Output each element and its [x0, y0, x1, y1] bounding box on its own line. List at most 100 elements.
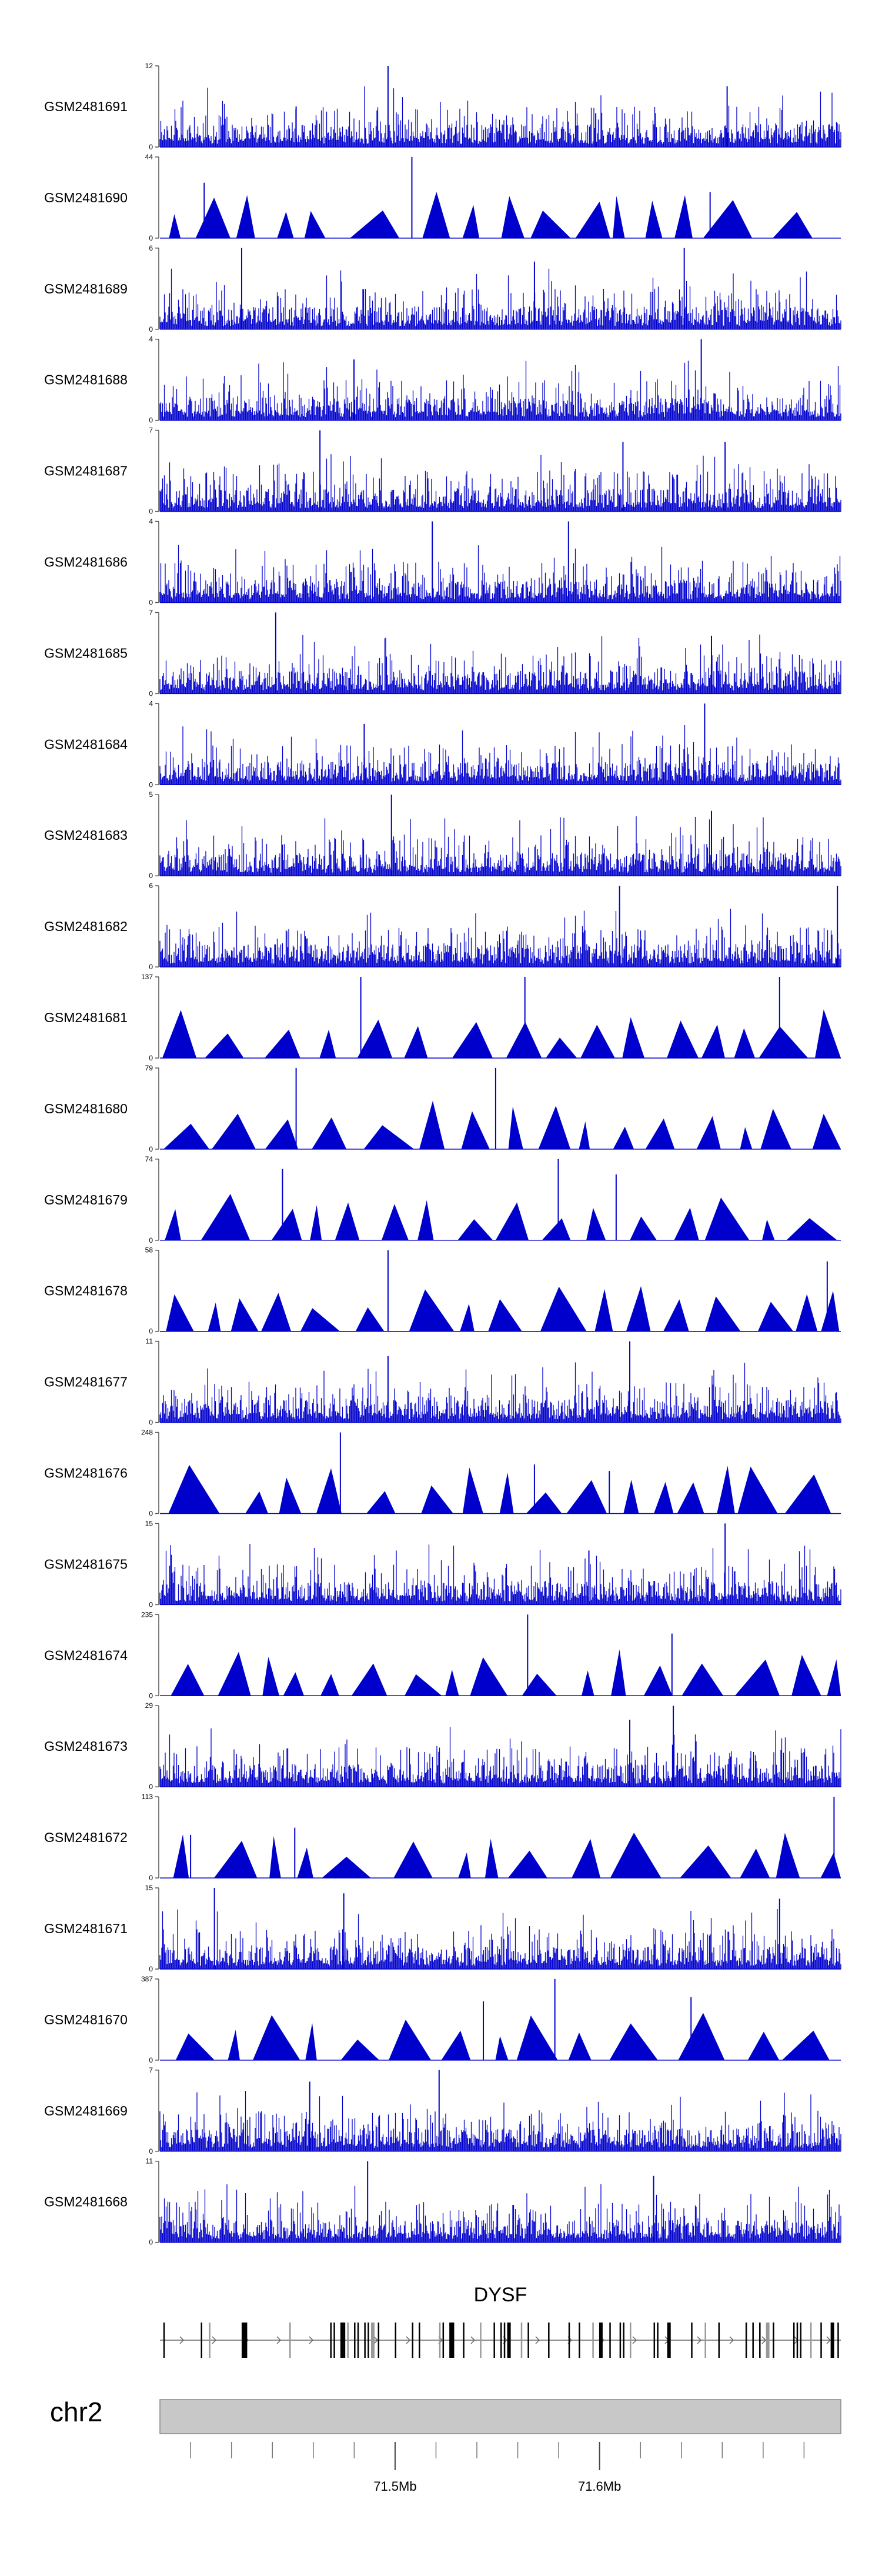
signal-area — [501, 196, 524, 238]
exon — [837, 2323, 839, 2358]
signal-area — [470, 1657, 508, 1696]
signal-area — [740, 1848, 770, 1878]
signal-area — [159, 909, 841, 967]
track-label: GSM2481675 — [44, 1556, 128, 1571]
chromosome-ideogram: chr2 — [50, 2397, 841, 2434]
signal-area — [366, 1491, 396, 1514]
signal-area — [737, 1466, 778, 1514]
signal-area — [782, 2030, 830, 2060]
exon — [442, 2323, 445, 2358]
y-min-label: 0 — [149, 1145, 153, 1153]
signal-tracks: GSM2481691120GSM2481690440GSM248168960GS… — [44, 62, 841, 2247]
y-max-label: 15 — [145, 1884, 153, 1892]
signal-area — [575, 201, 610, 238]
signal-area — [579, 1121, 590, 1149]
exon — [592, 2323, 594, 2358]
track-GSM2481670: GSM2481670 387 0 — [44, 1975, 841, 2064]
track-label: GSM2481686 — [44, 555, 128, 570]
y-min-label: 0 — [149, 780, 153, 789]
signal-area — [245, 1491, 268, 1514]
signal-area — [404, 1026, 428, 1058]
track-label: GSM2481690 — [44, 190, 128, 205]
exon — [377, 2323, 380, 2358]
track-GSM2481668: GSM2481668 11 0 — [44, 2157, 841, 2247]
signal-area — [572, 1838, 601, 1878]
exon — [289, 2323, 291, 2358]
y-max-label: 74 — [145, 1155, 153, 1163]
track-GSM2481686: GSM2481686 4 0 — [44, 518, 841, 607]
track-GSM2481682: GSM2481682 6 0 — [44, 882, 841, 971]
y-min-label: 0 — [149, 1510, 153, 1518]
track-label: GSM2481691 — [44, 99, 128, 114]
exon — [493, 2323, 495, 2358]
signal-area — [508, 1850, 547, 1878]
signal-area — [458, 1852, 471, 1878]
signal-area — [305, 2023, 317, 2060]
track-label: GSM2481682 — [44, 919, 128, 934]
signal-area — [542, 1218, 571, 1240]
signal-area — [677, 1482, 704, 1514]
strand-arrow — [309, 2336, 314, 2344]
signal-area — [530, 211, 571, 238]
track-GSM2481679: GSM2481679 74 0 — [44, 1155, 841, 1244]
track-label: GSM2481674 — [44, 1647, 128, 1663]
exon — [667, 2323, 671, 2358]
exon — [243, 2323, 245, 2358]
signal-area — [786, 1218, 837, 1240]
signal-area — [310, 1205, 322, 1240]
exon — [548, 2323, 550, 2358]
track-label: GSM2481679 — [44, 1192, 128, 1207]
exon — [503, 2323, 506, 2358]
signal-area — [613, 1126, 634, 1149]
y-max-label: 137 — [141, 973, 153, 981]
exon — [793, 2323, 795, 2358]
track-GSM2481691: GSM2481691 12 0 — [44, 62, 841, 151]
signal-area — [815, 1009, 841, 1058]
exon — [347, 2323, 349, 2358]
track-GSM2481685: GSM2481685 7 0 — [44, 608, 841, 698]
signal-area — [417, 1200, 434, 1240]
signal-area — [499, 1472, 514, 1514]
signal-area — [812, 1113, 841, 1149]
y-max-label: 15 — [145, 1519, 153, 1527]
y-max-label: 387 — [141, 1975, 153, 1983]
y-max-label: 12 — [145, 62, 153, 70]
strand-arrow — [535, 2336, 540, 2344]
track-GSM2481680: GSM2481680 79 0 — [44, 1064, 841, 1153]
signal-area — [546, 1037, 577, 1058]
track-label: GSM2481680 — [44, 1101, 128, 1116]
signal-area — [623, 1480, 639, 1514]
signal-area — [445, 1670, 459, 1696]
y-max-label: 7 — [149, 2066, 153, 2074]
exon — [368, 2323, 369, 2358]
track-label: GSM2481688 — [44, 372, 128, 388]
signal-area — [610, 1833, 662, 1878]
exon — [718, 2323, 720, 2358]
signal-area — [208, 1302, 221, 1332]
strand-arrow — [470, 2336, 476, 2344]
signal-area — [678, 2013, 725, 2060]
signal-area — [228, 2030, 240, 2060]
exon — [480, 2323, 482, 2358]
signal-area — [253, 2015, 300, 2060]
signal-area — [159, 634, 841, 694]
signal-area — [163, 1123, 209, 1149]
signal-area — [269, 1836, 281, 1878]
y-max-label: 4 — [149, 518, 153, 526]
signal-area — [457, 1219, 493, 1240]
exon — [244, 2323, 246, 2358]
strand-arrow — [406, 2336, 411, 2344]
signal-area — [461, 1111, 490, 1149]
signal-area — [159, 454, 841, 512]
strand-arrow — [826, 2336, 831, 2344]
track-label: GSM2481685 — [44, 645, 128, 660]
signal-area — [159, 1362, 841, 1423]
signal-area — [159, 2091, 841, 2151]
exon — [395, 2323, 397, 2358]
signal-area — [681, 1663, 724, 1696]
signal-area — [626, 1286, 651, 1332]
exon — [630, 2323, 632, 2358]
y-min-label: 0 — [149, 234, 153, 242]
signal-area — [506, 1022, 542, 1058]
exon — [623, 2323, 624, 2358]
